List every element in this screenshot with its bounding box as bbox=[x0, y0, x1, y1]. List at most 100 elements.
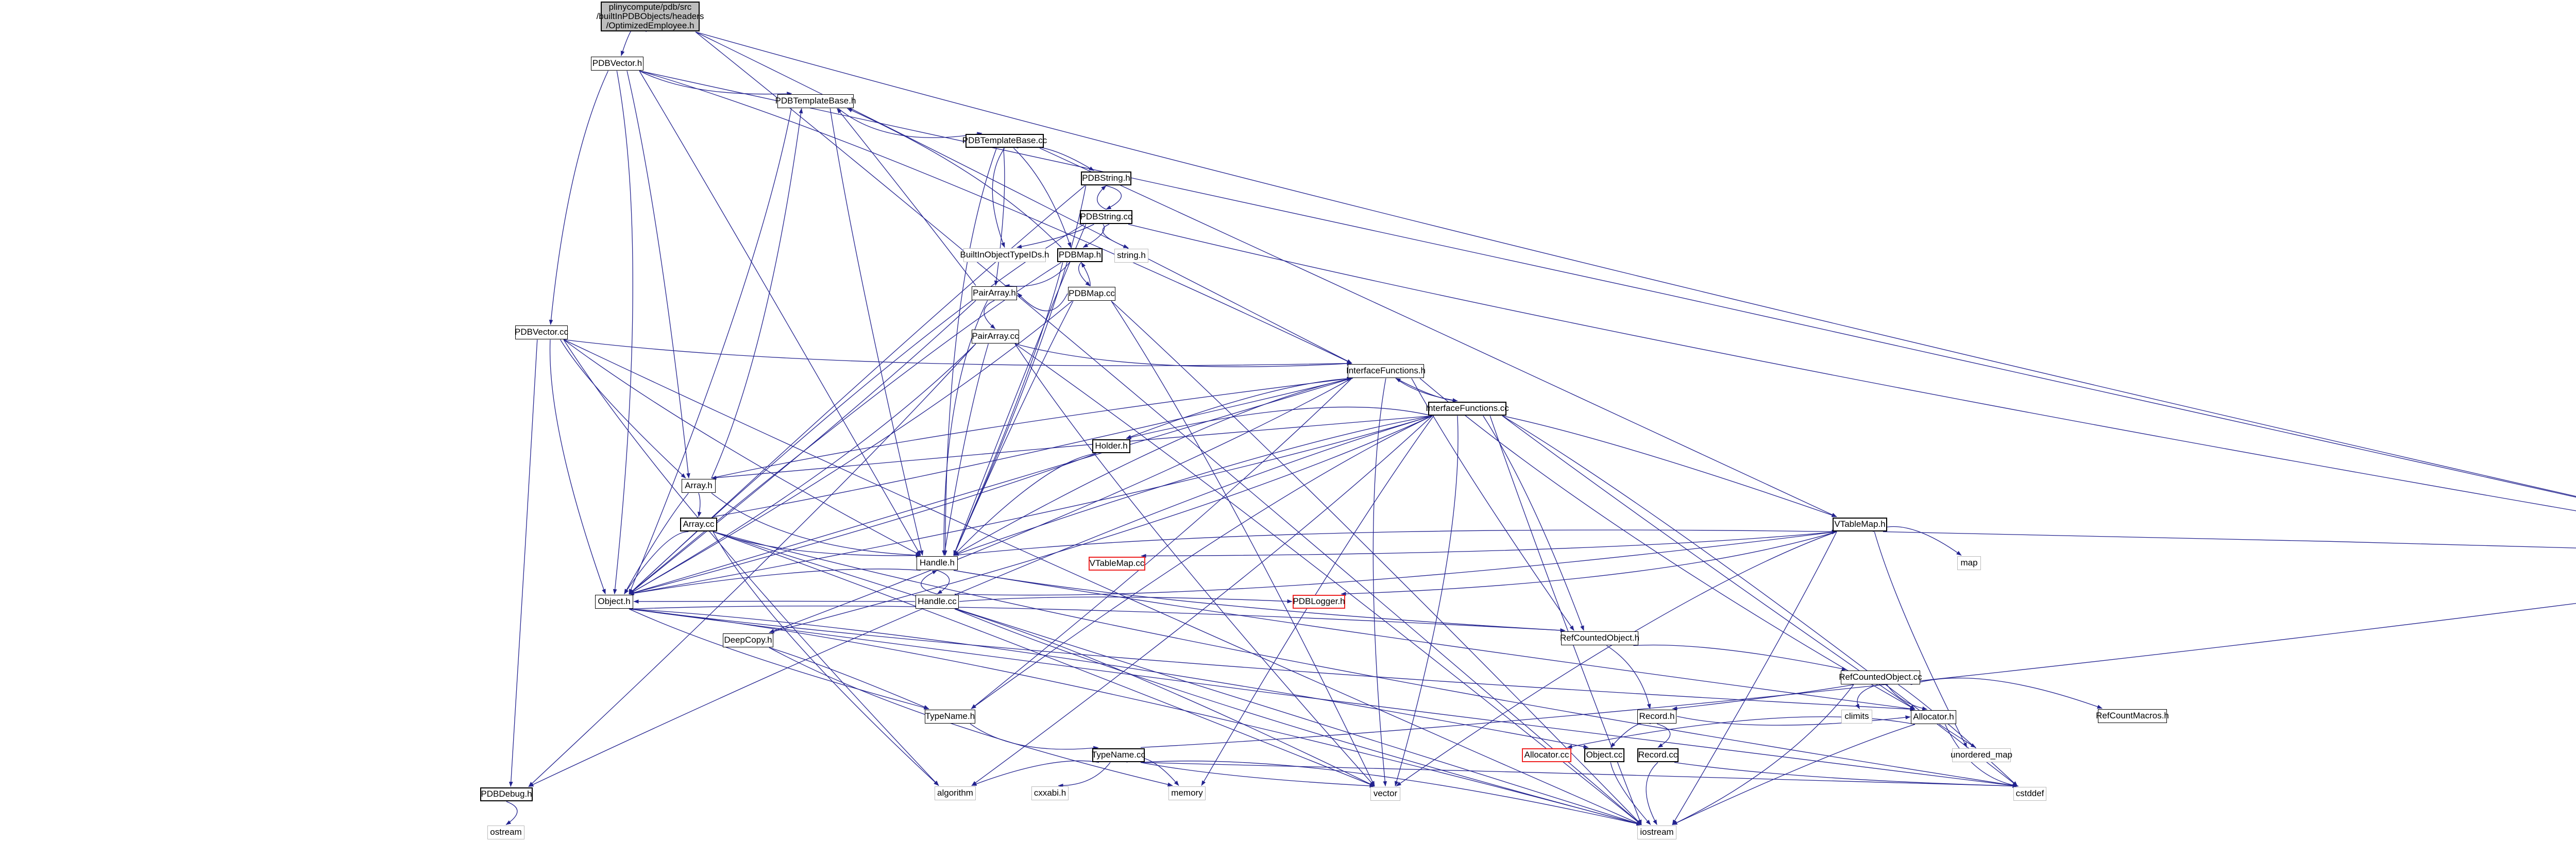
include-edge-PDBMap_cc-to-PairArray_h bbox=[1017, 293, 1068, 312]
include-edge-Allocator_h-to-iostream bbox=[1672, 724, 1916, 826]
graph-node-VTableMap_h[interactable]: VTableMap.h bbox=[1833, 517, 1887, 531]
include-edge-PDBTemplateBase_cc-to-Handle_h bbox=[943, 148, 997, 556]
graph-node-TypeName_cc[interactable]: TypeName.cc bbox=[1092, 748, 1145, 762]
include-edge-PDBMap_h-to-PDBMap_cc bbox=[1078, 262, 1091, 286]
include-edge-Array_cc-to-InterfaceFunctions_h bbox=[713, 377, 1352, 518]
graph-node-climits: climits bbox=[1841, 709, 1872, 724]
graph-node-RefCountedObject_cc[interactable]: RefCountedObject.cc bbox=[1839, 670, 1922, 684]
include-edge-InterfaceFunctions_h-to-RefCountedObject_h bbox=[1411, 378, 1574, 631]
graph-node-InterfaceFunctions_h[interactable]: InterfaceFunctions.h bbox=[1346, 364, 1426, 378]
graph-node-Object_h[interactable]: Object.h bbox=[595, 594, 633, 609]
graph-node-Handle_h[interactable]: Handle.h bbox=[917, 556, 958, 570]
graph-node-Handle_cc[interactable]: Handle.cc bbox=[916, 594, 959, 609]
include-edge-InterfaceFunctions_h-to-InterfaceFunctions_cc bbox=[1395, 377, 1458, 402]
include-edge-Array_cc-to-algorithm bbox=[713, 531, 939, 786]
graph-node-PDBMap_cc[interactable]: PDBMap.cc bbox=[1068, 286, 1115, 301]
graph-node-ostream: ostream bbox=[487, 825, 524, 839]
include-edge-Object_h-to-TypeName_h bbox=[629, 608, 929, 710]
graph-node-memory: memory bbox=[1168, 786, 1206, 800]
include-edge-PDBString_h-to-Object_h bbox=[629, 185, 1086, 594]
include-edge-DeepCopy_h-to-memory bbox=[769, 647, 1173, 787]
include-edge-PDBTemplateBase_cc-to-PDBMap_h bbox=[1013, 148, 1072, 248]
graph-node-Record_h[interactable]: Record.h bbox=[1637, 709, 1676, 724]
include-edge-InterfaceFunctions_cc-to-algorithm bbox=[971, 416, 1433, 786]
include-edge-Handle_cc-to-vector bbox=[954, 608, 1375, 787]
include-edge-Record_h-to-Object_cc bbox=[1610, 723, 1651, 748]
graph-node-VTableMap_cc[interactable]: VTableMap.cc bbox=[1089, 556, 1145, 571]
include-edge-Handle_h-to-VTableMap_h bbox=[953, 529, 1837, 556]
graph-node-PDBString_h[interactable]: PDBString.h bbox=[1081, 171, 1131, 185]
graph-node-PDBTemplateBase_cc[interactable]: PDBTemplateBase.cc bbox=[962, 133, 1047, 148]
include-edge-RefCountedObject_h-to-RefCountedObject_cc bbox=[1633, 644, 1848, 671]
include-edge-PDBString_cc-to-PDBString_h bbox=[1097, 185, 1107, 210]
graph-node-Object_cc[interactable]: Object.cc bbox=[1584, 748, 1624, 762]
graph-node-PDBLogger_h[interactable]: PDBLogger.h bbox=[1293, 594, 1345, 609]
include-edge-Array_cc-to-vector bbox=[713, 531, 1375, 787]
graph-node-PDBTemplateBase_h[interactable]: PDBTemplateBase.h bbox=[775, 94, 856, 108]
include-edge-Array_h-to-Handle_h bbox=[711, 492, 921, 557]
graph-node-vector: vector bbox=[1370, 786, 1400, 801]
include-edge-PDBVector_h-to-PDBVector_cc bbox=[549, 71, 608, 325]
include-edge-TypeName_cc-to-algorithm bbox=[971, 760, 1099, 786]
graph-node-Holder_h[interactable]: Holder.h bbox=[1092, 439, 1130, 453]
include-edge-InterfaceFunctions_cc-to-vector bbox=[1394, 416, 1459, 786]
include-edge-PairArray_cc-to-Object_h bbox=[629, 343, 976, 595]
include-edge-Array_cc-to-Object_h bbox=[624, 531, 689, 594]
include-edge-RefCountedObject_cc-to-Record_h bbox=[1672, 684, 1854, 711]
include-edge-PDBTemplateBase_h-to-PDBTemplateBase_cc bbox=[838, 108, 982, 138]
include-edge-InterfaceFunctions_cc-to-InterfaceFunctions_h bbox=[1395, 377, 1458, 402]
include-edge-InterfaceFunctions_h-to-Holder_h bbox=[1126, 377, 1353, 439]
include-edge-Array_cc-to-iostream bbox=[713, 531, 1642, 826]
graph-node-Allocator_h[interactable]: Allocator.h bbox=[1911, 710, 1956, 724]
include-edge-PDBVector_h-to-InterfaceFunctions_h bbox=[639, 70, 1352, 364]
graph-node-InterfaceFunctions_cc[interactable]: InterfaceFunctions.cc bbox=[1426, 401, 1509, 416]
graph-node-PairArray_cc[interactable]: PairArray.cc bbox=[972, 329, 1019, 343]
include-edge-PDBString_cc-to-Handle_h bbox=[953, 224, 1087, 556]
graph-node-PDBMap_h[interactable]: PDBMap.h bbox=[1057, 248, 1103, 262]
include-edge-PDBVector_cc-to-PDBDebug_h bbox=[509, 339, 538, 787]
graph-node-PDBVector_h[interactable]: PDBVector.h bbox=[591, 56, 643, 71]
include-edge-TypeName_cc-to-vector bbox=[1140, 762, 1375, 788]
graph-node-RefCountedObject_h[interactable]: RefCountedObject.h bbox=[1560, 631, 1639, 645]
graph-node-PDBDebug_h[interactable]: PDBDebug.h bbox=[480, 787, 533, 801]
graph-node-Array_cc[interactable]: Array.cc bbox=[680, 517, 717, 531]
graph-node-PairArray_h[interactable]: PairArray.h bbox=[972, 286, 1017, 300]
include-edge-PDBVector_h-to-Array_h bbox=[626, 71, 690, 478]
include-edge-PairArray_cc-to-Handle_h bbox=[943, 343, 989, 556]
include-edge-root-to-InterfaceFunctions_h bbox=[695, 31, 1352, 364]
include-edge-PDBDebug_h-to-ostream bbox=[505, 801, 518, 826]
include-edge-PDBVector_cc-to-iostream bbox=[563, 339, 1642, 826]
include-edge-Object_h-to-Allocator_h bbox=[629, 608, 1916, 711]
include-edge-InterfaceFunctions_h-to-DeepCopy_h bbox=[769, 377, 1352, 633]
include-edge-PDBTemplateBase_cc-to-BuiltInObjectTypeIDs_h bbox=[992, 148, 1005, 248]
graph-node-PDBVector_cc[interactable]: PDBVector.cc bbox=[515, 325, 568, 339]
include-edge-DeepCopy_h-to-TypeName_h bbox=[769, 647, 929, 710]
include-edge-PDBTemplateBase_h-to-Object_h bbox=[629, 108, 792, 594]
include-edge-PDBVector_cc-to-Array_h bbox=[560, 339, 686, 478]
graph-node-Array_h[interactable]: Array.h bbox=[682, 478, 716, 493]
graph-node-DeepCopy_h[interactable]: DeepCopy.h bbox=[723, 633, 773, 647]
graph-node-root[interactable]: plinycompute/pdb/src /builtInPDBObjects/… bbox=[597, 2, 704, 31]
include-edge-PDBVector_h-to-string bbox=[639, 70, 2576, 497]
include-edge-RefCountedObject_cc-to-cstddef bbox=[1898, 684, 2018, 786]
include-edge-Handle_cc-to-Object_h bbox=[633, 599, 916, 604]
include-edge-InterfaceFunctions_cc-to-Handle_h bbox=[953, 415, 1433, 556]
include-edge-PDBMap_h-to-Object_h bbox=[629, 262, 1062, 594]
include-edge-Record_h-to-Record_cc bbox=[1657, 723, 1671, 748]
include-edge-PairArray_cc-to-PDBDebug_h bbox=[528, 343, 976, 787]
include-edge-InterfaceFunctions_h-to-Object_h bbox=[629, 377, 1352, 595]
graph-node-BuiltInObjectTypeIDs_h: BuiltInObjectTypeIDs.h bbox=[960, 248, 1049, 262]
graph-node-Record_cc[interactable]: Record.cc bbox=[1637, 748, 1679, 762]
graph-node-cxxabi_h: cxxabi.h bbox=[1031, 786, 1069, 800]
include-edge-Allocator_h-to-unordered_map bbox=[1939, 724, 1976, 748]
include-edge-Array_h-to-Object_h bbox=[624, 493, 689, 594]
include-edge-InterfaceFunctions_cc-to-PDBDebug_h bbox=[528, 415, 1433, 787]
graph-node-RefCountMacros_h[interactable]: RefCountMacros.h bbox=[2096, 709, 2169, 723]
include-edge-RefCountedObject_cc-to-climits bbox=[1855, 684, 1878, 709]
graph-node-Allocator_cc[interactable]: Allocator.cc bbox=[1522, 748, 1571, 762]
graph-node-TypeName_h[interactable]: TypeName.h bbox=[925, 709, 975, 724]
include-edge-Array_h-to-PDBTemplateBase_h bbox=[711, 108, 803, 478]
include-edge-PDBMap_h-to-PDBTemplateBase_h bbox=[847, 108, 1062, 248]
graph-node-PDBString_cc[interactable]: PDBString.cc bbox=[1080, 210, 1132, 224]
